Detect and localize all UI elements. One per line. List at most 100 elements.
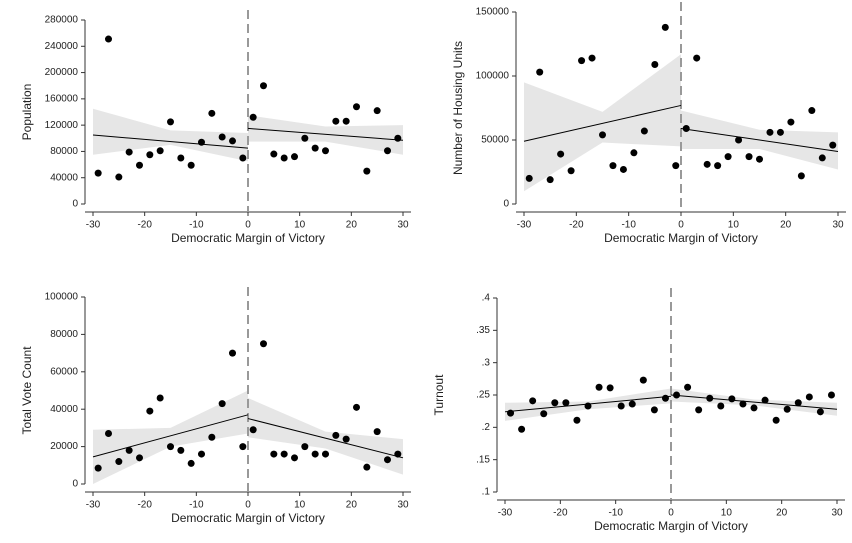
x-axis-label: Democratic Margin of Victory [604,231,758,245]
confidence-band [248,115,403,155]
x-tick-label: -30 [498,508,513,519]
point [695,406,703,414]
x-tick-label: 0 [678,220,684,231]
fit-line [92,414,249,458]
point [783,405,791,413]
confidence-band [93,108,248,162]
y-tick-label: 160000 [45,93,79,104]
point [218,400,226,408]
point [529,397,537,405]
point [717,402,725,410]
x-tick-label: -10 [189,500,204,511]
point [249,113,257,121]
confidence-band [93,390,248,484]
point [829,141,837,149]
point [229,349,236,357]
point [567,167,575,175]
y-tick-label: 40000 [50,172,78,183]
x-tick-label: -20 [137,500,152,511]
point [322,450,329,458]
y-axis-label: Number of Housing Units [451,41,465,175]
point [187,459,195,467]
point [714,162,722,170]
point [394,134,402,142]
point [706,394,714,402]
point [353,103,360,111]
point [311,450,319,458]
y-tick-label: 80000 [50,329,78,340]
fit-line [247,127,404,141]
point [260,340,267,348]
point [177,154,185,162]
point [363,463,371,471]
point [562,399,570,407]
x-tick-label: -30 [517,220,532,231]
y-tick-label: .2 [482,422,491,433]
x-tick-label: 20 [346,220,358,231]
point [518,425,526,433]
point [115,458,123,466]
point [218,133,226,141]
fit-line [680,127,839,153]
point [595,383,603,391]
point [573,416,581,424]
x-tick-label: 0 [245,220,251,231]
x-tick-label: 20 [776,508,788,519]
point [805,393,813,401]
point [724,153,732,161]
point [617,402,625,410]
point [525,174,533,182]
point [167,118,174,126]
point [756,155,763,163]
point [94,169,102,177]
point [640,127,648,135]
point [229,137,236,145]
point [156,394,164,402]
x-tick-label: -20 [569,220,584,231]
point [628,400,636,408]
point [776,128,784,136]
x-tick-label: 10 [294,500,306,511]
point [156,147,164,155]
point [661,394,669,402]
point [630,149,638,157]
point [177,446,185,454]
x-tick-label: 10 [294,220,306,231]
point [198,138,205,146]
x-axis-label: Democratic Margin of Victory [594,519,748,533]
x-tick-label: 30 [831,508,843,519]
point [551,399,559,407]
point [394,450,402,458]
point [353,403,360,411]
point [167,443,174,451]
point [507,409,515,417]
point [311,144,319,152]
point [280,450,288,458]
x-axis-label: Democratic Margin of Victory [171,511,325,525]
point [578,57,586,65]
point [198,450,205,458]
point [384,456,391,464]
y-tick-label: 150000 [476,7,510,18]
point [249,426,257,434]
point [750,404,758,412]
fit-line [670,394,838,410]
point [105,35,112,43]
y-tick-label: .1 [482,487,491,498]
x-tick-label: -30 [86,500,101,511]
x-tick-label: -10 [608,508,623,519]
point [239,154,247,162]
point [301,443,309,451]
point [703,160,711,168]
point [270,450,278,458]
point [584,402,592,410]
point [260,82,267,90]
point [146,151,154,159]
point [728,395,736,403]
x-tick-label: 0 [245,500,251,511]
x-tick-label: 30 [397,500,409,511]
point [105,430,112,438]
y-tick-label: 120000 [45,120,79,131]
point [797,172,805,180]
